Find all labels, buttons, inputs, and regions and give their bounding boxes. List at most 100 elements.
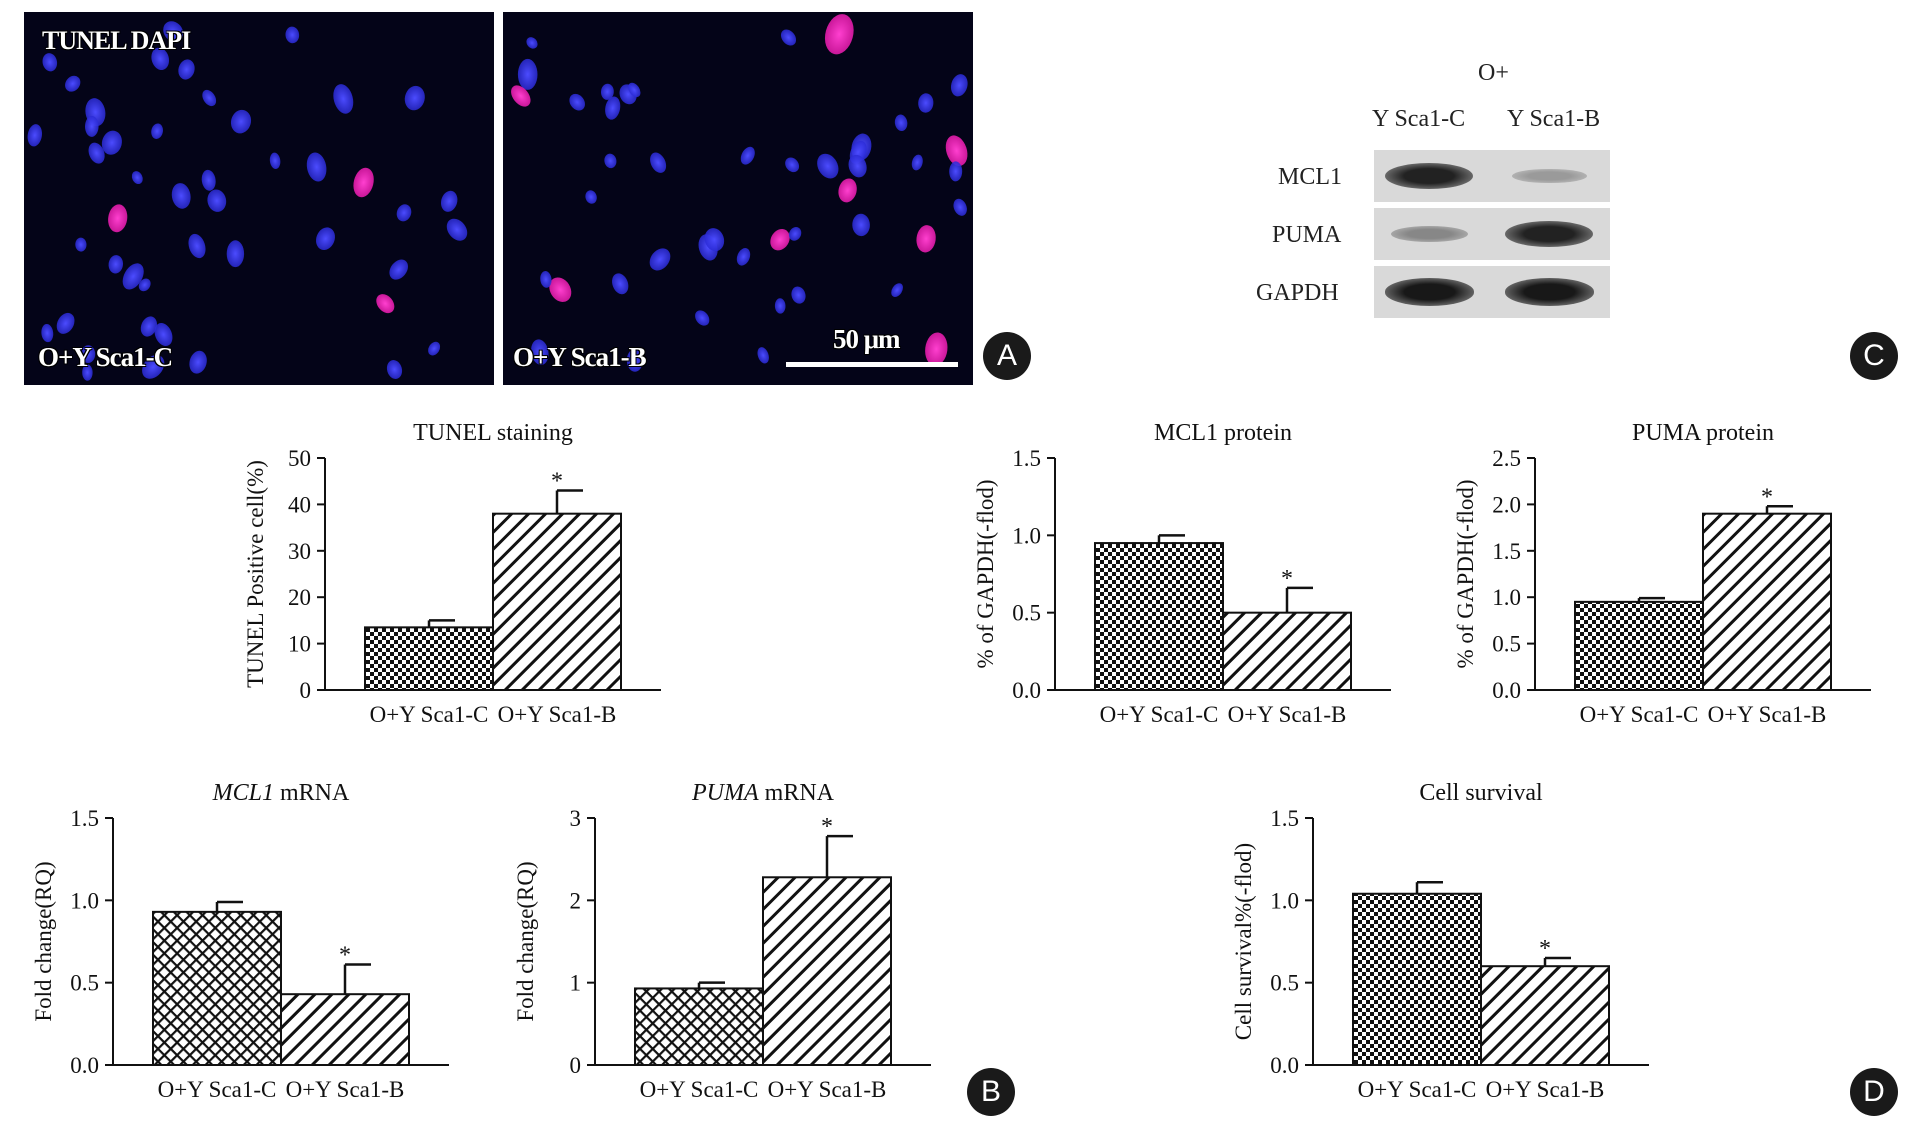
dapi-nucleus bbox=[163, 21, 184, 42]
micrograph-right: O+Y Sca1-B 50 μm bbox=[503, 12, 973, 385]
chart-mcl1-mrna: MCL1 mRNA 0.0 0.5 1.0 1.5 Fold change(RQ) O+Y … bbox=[31, 780, 449, 1102]
x-category-label: O+Y Sca1-B bbox=[498, 702, 617, 727]
x-category-label: O+Y Sca1-C bbox=[370, 702, 489, 727]
significance-marker: * bbox=[821, 814, 833, 840]
y-tick-label: 20 bbox=[288, 585, 311, 610]
scale-bar bbox=[786, 362, 958, 367]
bar bbox=[1702, 512, 1832, 692]
dapi-nucleus bbox=[140, 316, 158, 337]
dapi-nucleus bbox=[600, 83, 614, 100]
wb-band bbox=[1504, 278, 1594, 306]
dapi-nucleus bbox=[41, 324, 54, 343]
dapi-nucleus bbox=[81, 345, 96, 363]
dapi-nucleus bbox=[791, 286, 806, 304]
tunel-positive-nucleus bbox=[925, 332, 948, 366]
y-axis-label: % of GAPDH(-flod) bbox=[1453, 479, 1478, 668]
dapi-nucleus bbox=[440, 190, 458, 212]
dapi-nucleus bbox=[526, 37, 538, 49]
dapi-nucleus bbox=[151, 47, 170, 71]
dapi-nucleus bbox=[704, 228, 725, 252]
dapi-nucleus bbox=[154, 322, 173, 347]
wb-row-label-mcl1: MCL1 bbox=[1278, 164, 1343, 190]
bar bbox=[492, 512, 622, 692]
chart-cell-survival: Cell survival 0.0 0.5 1.0 1.5 Cell survival%(… bbox=[1231, 780, 1649, 1102]
chart-puma-mrna: PUMA mRNA 0 1 2 3 Fold change(RQ) O+Y Sca1-C * O… bbox=[513, 780, 931, 1102]
dapi-nucleus bbox=[612, 273, 629, 295]
dapi-nucleus bbox=[122, 263, 144, 290]
dapi-nucleus bbox=[84, 115, 99, 137]
x-category-label: O+Y Sca1-B bbox=[1228, 702, 1347, 727]
dapi-nucleus bbox=[230, 109, 252, 134]
wb-band bbox=[1384, 278, 1474, 306]
dapi-nucleus bbox=[285, 26, 300, 44]
y-tick-label: 0.5 bbox=[1492, 632, 1521, 657]
dapi-nucleus bbox=[736, 248, 751, 266]
y-tick-label: 1.0 bbox=[1492, 585, 1521, 610]
chart-puma-protein: PUMA protein 0.0 0.5 1.0 1.5 2.0 2.5 % of GAPDH… bbox=[1453, 420, 1871, 727]
dapi-nucleus bbox=[852, 213, 870, 237]
wb-band bbox=[1505, 220, 1593, 248]
significance-marker: * bbox=[1539, 936, 1551, 962]
y-axis-label: Fold change(RQ) bbox=[513, 861, 538, 1021]
dapi-nucleus bbox=[27, 124, 43, 147]
significance-marker: * bbox=[339, 943, 351, 969]
dapi-nucleus bbox=[446, 218, 468, 241]
dapi-nucleus bbox=[540, 271, 552, 288]
dapi-nucleus bbox=[428, 341, 441, 356]
y-axis-label: Fold change(RQ) bbox=[31, 861, 56, 1021]
micrograph-left-label: O+Y Sca1-C bbox=[38, 342, 173, 372]
chart-mcl1-protein: MCL1 protein 0.0 0.5 1.0 1.5 % of GAPDH(-flod… bbox=[973, 420, 1391, 727]
bar bbox=[1222, 611, 1352, 692]
bar bbox=[1480, 965, 1610, 1066]
y-tick-label: 0.5 bbox=[1012, 601, 1041, 626]
x-category-label: O+Y Sca1-C bbox=[1100, 702, 1219, 727]
dapi-nucleus bbox=[131, 171, 143, 185]
y-tick-label: 2.0 bbox=[1492, 492, 1521, 517]
dapi-nucleus bbox=[42, 53, 58, 72]
dapi-nucleus bbox=[226, 240, 245, 268]
dapi-nucleus bbox=[604, 153, 617, 169]
tunel-positive-nucleus bbox=[549, 277, 572, 302]
y-axis-label: TUNEL Positive cell(%) bbox=[243, 460, 268, 688]
bar bbox=[1352, 892, 1482, 1066]
dapi-nucleus bbox=[569, 93, 585, 111]
y-tick-label: 0.0 bbox=[1492, 678, 1521, 703]
dapi-nucleus bbox=[740, 146, 755, 165]
x-category-label: O+Y Sca1-C bbox=[640, 1077, 759, 1102]
dapi-nucleus bbox=[65, 75, 81, 92]
tunel-positive-nucleus bbox=[376, 294, 395, 314]
bar bbox=[634, 987, 764, 1066]
y-tick-label: 10 bbox=[288, 632, 311, 657]
wb-lane-label-1: Y Sca1-C bbox=[1372, 106, 1466, 132]
dapi-nucleus bbox=[953, 198, 967, 216]
wb-band-row-puma bbox=[1374, 208, 1610, 260]
y-tick-label: 1.5 bbox=[1492, 539, 1521, 564]
dapi-nucleus bbox=[911, 154, 923, 171]
wb-band-row-mcl1 bbox=[1374, 150, 1610, 202]
dapi-nucleus bbox=[949, 161, 963, 182]
y-axis-label: % of GAPDH(-flod) bbox=[973, 479, 998, 668]
y-tick-label: 0 bbox=[570, 1053, 582, 1078]
wb-band bbox=[1390, 225, 1468, 243]
tunel-positive-nucleus bbox=[353, 167, 374, 198]
y-tick-label: 1 bbox=[570, 971, 582, 996]
dapi-nucleus bbox=[189, 350, 207, 374]
y-tick-label: 0.0 bbox=[70, 1053, 99, 1078]
dapi-nucleus bbox=[269, 152, 281, 169]
wb-row-label-gapdh: GAPDH bbox=[1256, 280, 1339, 306]
wb-band-row-gapdh bbox=[1374, 266, 1610, 318]
chart-title: MCL1 mRNA bbox=[212, 780, 350, 806]
dapi-nucleus bbox=[188, 233, 206, 259]
y-tick-label: 40 bbox=[288, 492, 311, 517]
dapi-nucleus bbox=[848, 154, 867, 178]
y-tick-label: 0 bbox=[300, 678, 312, 703]
scale-bar-label: 50 μm bbox=[833, 324, 901, 354]
dapi-nucleus bbox=[531, 339, 549, 365]
x-category-label: O+Y Sca1-B bbox=[1708, 702, 1827, 727]
dapi-nucleus bbox=[626, 348, 643, 372]
dapi-nucleus bbox=[817, 153, 839, 179]
y-axis-label: Cell survival%(-flod) bbox=[1231, 843, 1256, 1040]
x-category-label: O+Y Sca1-B bbox=[1486, 1077, 1605, 1102]
y-tick-label: 3 bbox=[570, 806, 582, 831]
dapi-nucleus bbox=[774, 298, 786, 314]
